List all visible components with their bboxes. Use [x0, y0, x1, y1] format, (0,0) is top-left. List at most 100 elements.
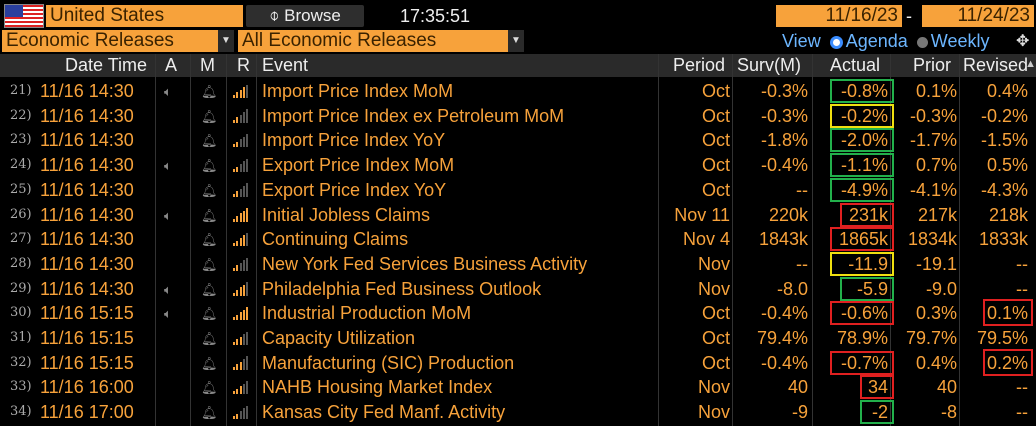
table-row[interactable]: 25) 11/16 14:30 🔔︎ Export Price Index YoY Oc…	[0, 177, 1036, 203]
event-name[interactable]: Industrial Production MoM	[262, 303, 472, 324]
col-survey[interactable]: Surv(M)	[737, 55, 801, 75]
event-period: Nov	[697, 253, 730, 274]
table-row[interactable]: 28) 11/16 14:30 🔔︎ New York Fed Services Bu…	[0, 251, 1036, 277]
actual-highlight-box	[830, 301, 894, 326]
row-number[interactable]: 22)	[10, 107, 32, 123]
event-name[interactable]: Export Price Index YoY	[262, 179, 447, 200]
table-row[interactable]: 21) 11/16 14:30 🔈︎ 🔔︎ Import Price Index MoM…	[0, 79, 1036, 104]
table-row[interactable]: 34) 11/16 17:00 🔔︎ Kansas City Fed Manf. Ac…	[0, 400, 1036, 425]
revised-value: 0.5%	[986, 155, 1028, 176]
row-number[interactable]: 29)	[10, 280, 32, 296]
row-number[interactable]: 23)	[10, 132, 32, 148]
date-to-field[interactable]: 11/24/23	[922, 5, 1034, 27]
bell-icon[interactable]: 🔔︎	[201, 380, 218, 396]
radio-unselected-icon	[916, 36, 928, 48]
col-date-time[interactable]: Date Time	[65, 55, 148, 75]
bell-icon[interactable]: 🔔︎	[201, 84, 218, 99]
revised-highlight-box	[983, 348, 1033, 376]
col-alert[interactable]: M	[200, 55, 215, 75]
view-weekly-option[interactable]: Weekly	[916, 31, 989, 52]
view-agenda-option[interactable]: Agenda	[829, 31, 908, 52]
bell-icon[interactable]: 🔔︎	[201, 331, 218, 346]
country-field[interactable]: United States	[46, 5, 243, 27]
event-name[interactable]: Philadelphia Fed Business Outlook	[262, 278, 542, 299]
col-event[interactable]: Event	[262, 55, 309, 75]
category-dropdown[interactable]: Economic Releases ▼	[2, 30, 234, 52]
prior-value: -1.7%	[909, 130, 957, 151]
release-datetime: 11/16 14:30	[40, 204, 134, 225]
row-number[interactable]: 26)	[10, 206, 32, 222]
bell-icon[interactable]: 🔔︎	[201, 108, 218, 124]
relevance-bar	[242, 334, 245, 345]
relevance-bar	[236, 314, 239, 321]
clock-time: 17:35:51	[400, 6, 471, 26]
row-number[interactable]: 28)	[10, 255, 32, 271]
browse-button[interactable]: ⌽ Browse	[246, 5, 364, 27]
table-row[interactable]: 22) 11/16 14:30 🔔︎ Import Price Index ex Pe…	[0, 103, 1036, 129]
bell-icon[interactable]: 🔔︎	[201, 306, 218, 322]
table-row[interactable]: 30) 11/16 15:15 🔈︎ 🔔︎ Industrial Production …	[0, 299, 1036, 327]
col-relevance[interactable]: R	[237, 55, 250, 75]
row-number[interactable]: 21)	[10, 83, 32, 98]
col-revised[interactable]: Revised	[963, 55, 1029, 75]
table-row[interactable]: 33) 11/16 16:00 🔔︎ NAHB Housing Market Inde…	[0, 375, 1036, 400]
event-name[interactable]: Import Price Index YoY	[262, 130, 446, 151]
relevance-bar	[246, 282, 249, 296]
event-name[interactable]: Manufacturing (SIC) Production	[262, 352, 515, 373]
speaker-icon[interactable]: 🔈︎	[164, 281, 172, 297]
event-name[interactable]: Capacity Utilization	[262, 328, 416, 348]
event-name[interactable]: Export Price Index MoM	[262, 155, 455, 176]
table-row[interactable]: 31) 11/16 15:15 🔔︎ Capacity Utilization Oct 7…	[0, 326, 1036, 351]
subcategory-dropdown[interactable]: All Economic Releases ▼	[238, 30, 524, 52]
event-name[interactable]: New York Fed Services Business Activity	[262, 253, 588, 274]
speaker-icon[interactable]: 🔈︎	[164, 306, 172, 322]
speaker-icon[interactable]: 🔈︎	[164, 84, 172, 99]
relevance-bars-icon	[233, 232, 249, 247]
pin-icon[interactable]: ✥	[1016, 33, 1030, 50]
col-actual[interactable]: Actual	[830, 55, 881, 75]
table-row[interactable]: 27) 11/16 14:30 🔔︎ Continuing Claims Nov 4 18…	[0, 227, 1036, 252]
event-name[interactable]: Initial Jobless Claims	[262, 204, 431, 225]
event-name[interactable]: NAHB Housing Market Index	[262, 377, 493, 398]
speaker-icon[interactable]: 🔈︎	[164, 207, 172, 223]
relevance-bar	[239, 89, 242, 98]
table-row[interactable]: 26) 11/16 14:30 🔈︎ 🔔︎ Initial Jobless Claims…	[0, 202, 1036, 228]
column-divider	[226, 54, 227, 426]
event-name[interactable]: Import Price Index MoM	[262, 81, 454, 101]
col-audio[interactable]: A	[165, 55, 178, 75]
bell-icon[interactable]: 🔔︎	[201, 281, 218, 297]
event-name[interactable]: Import Price Index ex Petroleum MoM	[262, 105, 565, 126]
row-number[interactable]: 33)	[10, 379, 32, 395]
col-prior[interactable]: Prior	[913, 55, 952, 75]
bell-icon[interactable]: 🔔︎	[201, 133, 218, 149]
bell-icon[interactable]: 🔔︎	[201, 182, 218, 198]
bell-icon[interactable]: 🔔︎	[201, 232, 218, 248]
row-number[interactable]: 34)	[10, 404, 32, 420]
table-row[interactable]: 29) 11/16 14:30 🔈︎ 🔔︎ Philadelphia Fed Busin…	[0, 276, 1036, 302]
table-row[interactable]: 23) 11/16 14:30 🔔︎ Import Price Index YoY Oc…	[0, 128, 1036, 153]
date-from-field[interactable]: 11/16/23	[776, 5, 902, 27]
table-row[interactable]: 32) 11/16 15:15 🔔︎ Manufacturing (SIC) Prod…	[0, 348, 1036, 376]
event-name[interactable]: Kansas City Fed Manf. Activity	[262, 402, 506, 423]
bell-icon[interactable]: 🔔︎	[201, 158, 218, 174]
row-number[interactable]: 32)	[10, 354, 32, 370]
row-number[interactable]: 24)	[10, 157, 32, 173]
row-number[interactable]: 27)	[10, 231, 32, 247]
bell-icon[interactable]: 🔔︎	[201, 405, 218, 421]
table-row[interactable]: 24) 11/16 14:30 🔈︎ 🔔︎ Export Price Index MoM…	[0, 153, 1036, 178]
bell-icon[interactable]: 🔔︎	[201, 207, 218, 223]
event-name[interactable]: Continuing Claims	[262, 229, 409, 250]
speaker-icon[interactable]: 🔈︎	[164, 158, 172, 174]
actual-value: -0.2%	[840, 105, 888, 126]
bell-icon[interactable]: 🔔︎	[201, 355, 218, 371]
bell-icon[interactable]: 🔔︎	[201, 256, 218, 272]
relevance-bar	[242, 408, 245, 420]
scroll-up-icon[interactable]: ▲	[1025, 58, 1036, 70]
col-period[interactable]: Period	[673, 55, 726, 75]
event-period: Nov	[697, 402, 730, 423]
row-number[interactable]: 31)	[10, 330, 32, 345]
row-number[interactable]: 25)	[10, 181, 32, 197]
row-number[interactable]: 30)	[10, 305, 32, 321]
relevance-bar	[246, 405, 249, 420]
radio-selected-icon	[829, 35, 843, 49]
